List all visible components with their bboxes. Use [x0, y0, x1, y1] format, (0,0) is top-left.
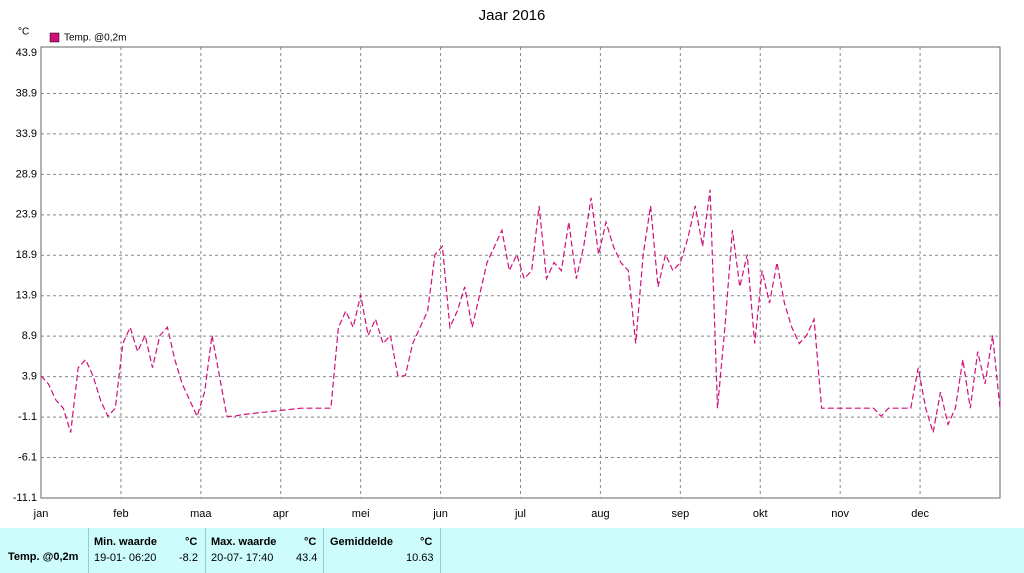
plot-frame — [40, 46, 1001, 499]
header: Max. waarde — [211, 536, 277, 548]
y-tick-label: 13.9 — [16, 290, 37, 302]
stats-cell: Temp. @0,2m — [0, 528, 89, 573]
value: 43.4 — [296, 552, 318, 564]
x-tick-label: sep — [671, 508, 689, 520]
y-tick-label: -1.1 — [18, 411, 37, 423]
y-tick-label: 23.9 — [16, 209, 37, 221]
series-line — [40, 189, 1001, 433]
y-tick-label: 38.9 — [16, 87, 37, 99]
header: Gemiddelde — [330, 536, 393, 548]
x-tick-label: jul — [514, 508, 526, 520]
value: 10.63 — [406, 552, 434, 564]
y-tick-label: 43.9 — [16, 47, 37, 59]
x-tick-label: maa — [190, 508, 212, 520]
y-unit: °C — [18, 27, 29, 38]
stats-panel: Temp. @0,2m Min. waarde °C 19-01- 06:20 … — [0, 528, 1024, 573]
chart: Jaar 2016 °C -11.1 -6.1 -1.1 3.9 8.9 13.9 18.9… — [13, 7, 1001, 520]
header: Min. waarde — [94, 536, 157, 548]
time: 19-01- 06:20 — [94, 552, 157, 564]
y-tick-label: 8.9 — [22, 330, 37, 342]
x-tick-label: okt — [753, 508, 768, 520]
row-label: Temp. @0,2m — [8, 551, 79, 563]
y-tick-label: -11.1 — [13, 492, 37, 504]
x-tick-label: jun — [432, 508, 448, 520]
y-tick-label: 18.9 — [16, 249, 37, 261]
stats-cell: Gemiddelde °C 10.63 — [324, 528, 441, 573]
y-tick-label: 28.9 — [16, 168, 37, 180]
y-tick-label: -6.1 — [18, 451, 37, 463]
time: 20-07- 17:40 — [211, 552, 274, 564]
x-tick-label: jan — [33, 508, 49, 520]
x-tick-label: aug — [591, 508, 609, 520]
y-tick-label: 3.9 — [22, 371, 37, 383]
value: -8.2 — [179, 552, 198, 564]
legend-swatch — [49, 32, 60, 43]
x-tick-label: dec — [911, 508, 929, 520]
legend-label: Temp. @0,2m — [64, 33, 126, 44]
unit: °C — [304, 536, 317, 548]
x-tick-label: mei — [352, 508, 370, 520]
chart-title: Jaar 2016 — [479, 7, 546, 24]
x-tick-label: feb — [113, 508, 128, 520]
x-tick-label: apr — [273, 508, 289, 520]
x-tick-label: nov — [831, 508, 849, 520]
y-tick-label: 33.9 — [16, 128, 37, 140]
stats-cell: Max. waarde °C 20-07- 17:40 43.4 — [206, 528, 324, 573]
unit: °C — [420, 536, 433, 548]
unit: °C — [185, 536, 198, 548]
stats-cell: Min. waarde °C 19-01- 06:20 -8.2 — [89, 528, 206, 573]
